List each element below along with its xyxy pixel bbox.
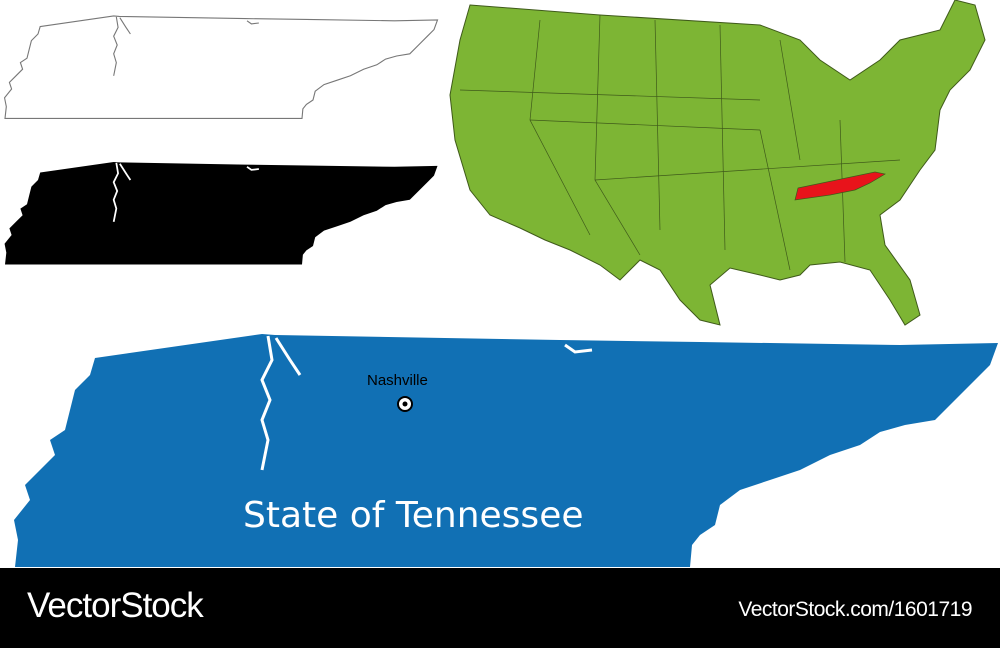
map-canvas [4,0,998,567]
tennessee-silhouette-map [4,161,438,265]
map-title: State of Tennessee [243,495,584,536]
tennessee-highlight [794,171,886,201]
tennessee-main-map [14,334,998,567]
brand-url: VectorStock.com/1601719 [738,598,972,621]
brand-logo: VectorStock [27,586,204,625]
tennessee-outline-map [4,15,439,120]
capital-label: Nashville [367,372,428,389]
nashville-marker-icon [397,396,413,412]
footer-bar: VectorStock VectorStock.com/1601719 [0,568,1000,648]
us-locator-map [449,0,986,326]
